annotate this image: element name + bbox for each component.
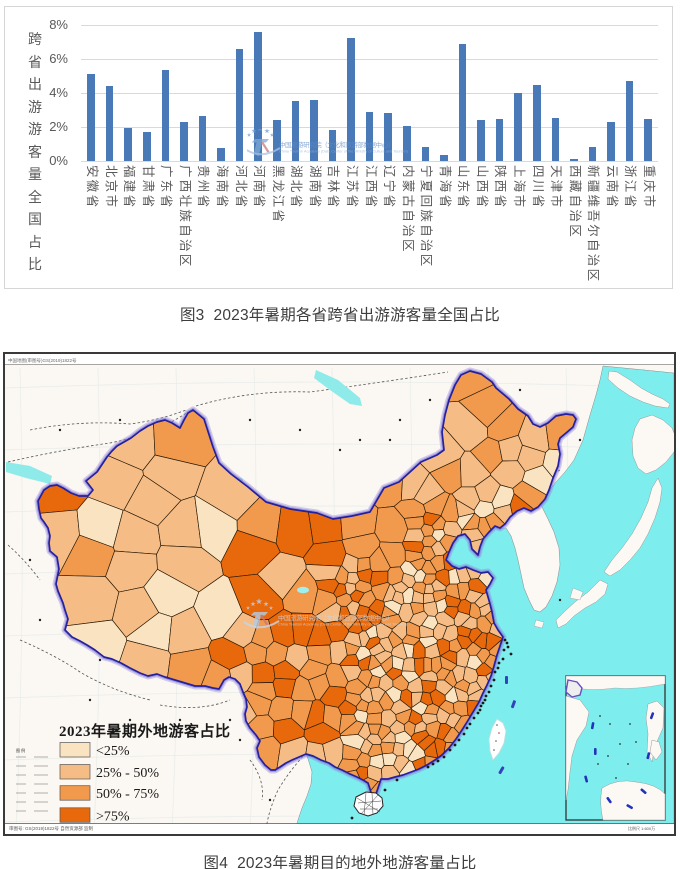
svg-text:China Tourism Academy (Data Ce: China Tourism Academy (Data Center of th…: [278, 623, 408, 627]
svg-text:50% - 75%: 50% - 75%: [96, 787, 159, 802]
svg-text:比例尺 1:600万: 比例尺 1:600万: [628, 825, 655, 831]
svg-text:图 例: 图 例: [16, 747, 25, 753]
svg-text:2023年暑期外地游客占比: 2023年暑期外地游客占比: [59, 722, 231, 740]
svg-text:25% - 50%: 25% - 50%: [96, 766, 159, 781]
svg-text:中国旅游研究院（文化和旅游部数据中心）: 中国旅游研究院（文化和旅游部数据中心）: [279, 140, 394, 149]
svg-text:China Tourism Academy (Data Ce: China Tourism Academy (Data Center of th…: [279, 150, 409, 154]
svg-text:>75%: >75%: [96, 809, 130, 824]
svg-text:中国地图(审图号)GS(2019)1822号: 中国地图(审图号)GS(2019)1822号: [8, 357, 77, 364]
svg-text:<25%: <25%: [96, 744, 130, 759]
svg-text:中国旅游研究院（文化和旅游部数据中心）: 中国旅游研究院（文化和旅游部数据中心）: [278, 613, 393, 622]
svg-text:审图号: GS(2019)1822号 自然资源部 监制: 审图号: GS(2019)1822号 自然资源部 监制: [9, 825, 94, 832]
